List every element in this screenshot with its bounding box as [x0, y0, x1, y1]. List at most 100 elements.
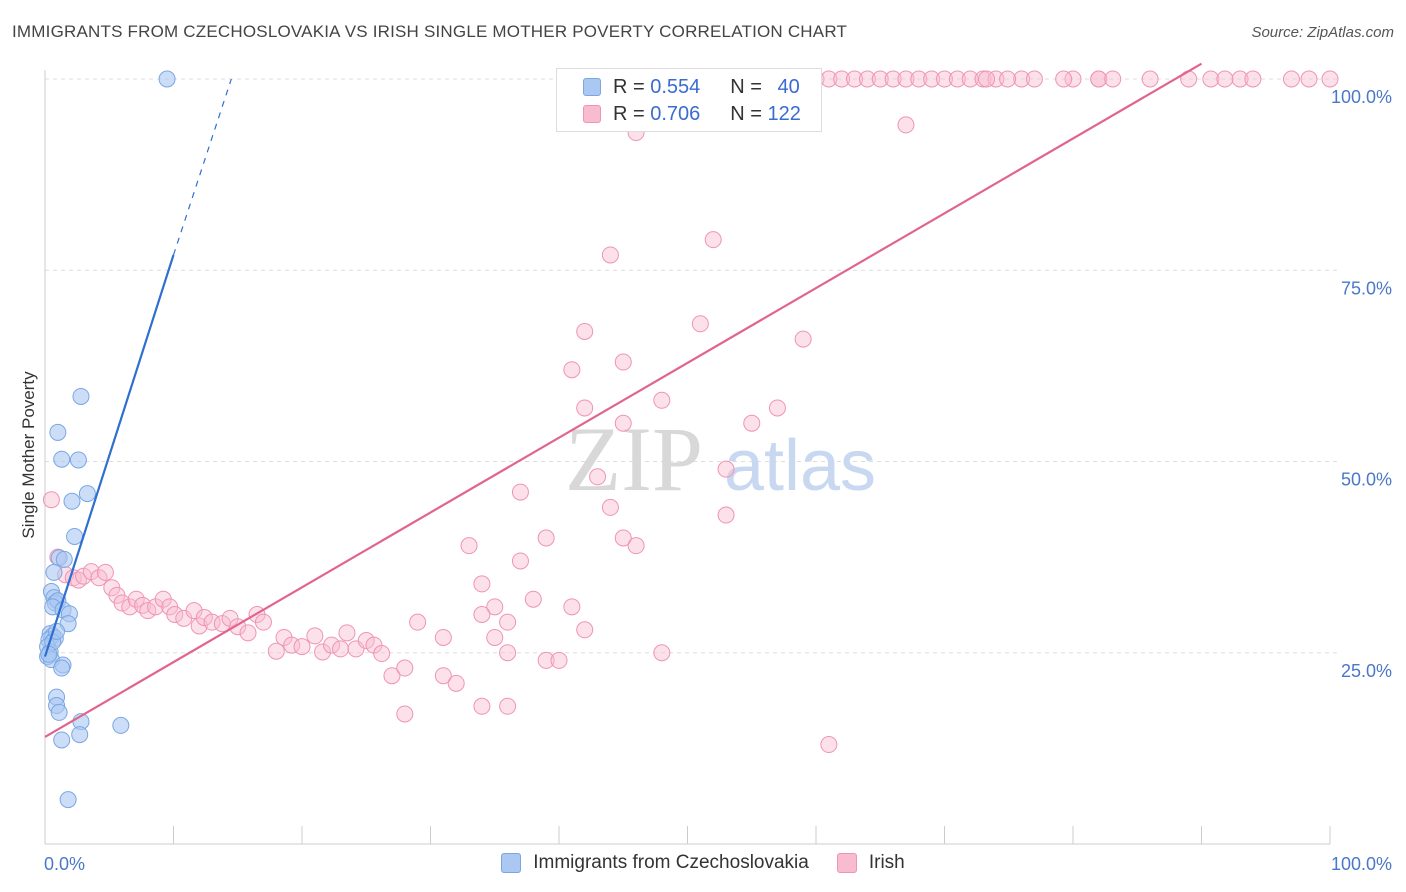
- watermark-atlas: atlas: [724, 426, 876, 506]
- irish-point: [486, 598, 504, 616]
- irish-point: [923, 70, 941, 88]
- irish-point: [614, 414, 632, 432]
- irish-point: [550, 651, 568, 669]
- irish-point: [743, 414, 761, 432]
- irish-point: [499, 613, 517, 631]
- czechoslovakia-points: [39, 70, 176, 809]
- irish-point: [190, 617, 208, 635]
- chart-title: IMMIGRANTS FROM CZECHOSLOVAKIA VS IRISH …: [12, 22, 848, 41]
- irish-point: [884, 70, 902, 88]
- irish-point: [134, 596, 152, 614]
- irish-point: [409, 613, 427, 631]
- irish-point: [434, 667, 452, 685]
- legend-n-value-1: 40: [777, 75, 800, 98]
- irish-point: [1104, 70, 1122, 88]
- legend-n-label: N =: [730, 102, 768, 125]
- legend-label-irish: Irish: [868, 852, 905, 873]
- irish-point: [113, 594, 131, 612]
- y-tick-label: 75.0%: [1341, 278, 1392, 298]
- x-tick-label-min: 0.0%: [44, 854, 85, 874]
- irish-point: [999, 70, 1017, 88]
- irish-point: [511, 483, 529, 501]
- irish-point: [314, 643, 332, 661]
- irish-point: [96, 563, 114, 581]
- irish-point: [576, 621, 594, 639]
- czechoslovakia-point: [40, 645, 58, 663]
- irish-point: [948, 70, 966, 88]
- irish-point: [717, 460, 735, 478]
- czechoslovakia-point: [45, 563, 63, 581]
- czechoslovakia-trend-extension: [172, 78, 232, 256]
- irish-point: [653, 644, 671, 662]
- irish-point: [473, 606, 491, 623]
- irish-point: [601, 246, 619, 264]
- czechoslovakia-point: [112, 716, 130, 734]
- y-tick-label: 25.0%: [1341, 661, 1392, 681]
- legend-swatch-pink: [836, 853, 857, 873]
- legend-item-czechoslovakia: Immigrants from Czechoslovakia: [501, 852, 809, 874]
- irish-point: [717, 506, 735, 524]
- czechoslovakia-point: [66, 527, 84, 545]
- irish-point: [1064, 70, 1082, 88]
- irish-point: [871, 70, 889, 88]
- irish-point: [537, 651, 555, 669]
- x-tick-labels: 0.0% 100.0%: [44, 854, 1392, 874]
- irish-point: [434, 628, 452, 646]
- legend-row-irish: R = 0.706 N = 122: [583, 101, 801, 127]
- czechoslovakia-point: [53, 731, 71, 749]
- irish-point: [338, 624, 356, 642]
- irish-point: [1025, 70, 1043, 88]
- trend-lines: [43, 62, 1203, 738]
- irish-point: [820, 736, 838, 754]
- y-tick-label: 50.0%: [1341, 470, 1392, 490]
- irish-point: [323, 636, 341, 654]
- czechoslovakia-point: [49, 423, 67, 441]
- irish-point: [978, 70, 996, 88]
- irish-point: [1231, 70, 1249, 88]
- irish-point: [293, 638, 311, 656]
- irish-point: [974, 70, 992, 88]
- czechoslovakia-point: [63, 492, 81, 510]
- irish-point: [267, 642, 285, 660]
- irish-point: [601, 498, 619, 516]
- irish-point: [139, 602, 157, 620]
- irish-point: [768, 399, 786, 417]
- irish-point: [691, 315, 709, 333]
- irish-point: [897, 116, 915, 134]
- irish-point: [306, 627, 324, 645]
- irish-point: [846, 70, 864, 88]
- irish-point: [936, 70, 953, 88]
- y-tick-label: 100.0%: [1331, 87, 1392, 107]
- legend-r-value-2: 0.706: [650, 102, 701, 125]
- irish-point: [1244, 70, 1262, 88]
- irish-point: [563, 598, 581, 616]
- y-axis-title: Single Mother Poverty: [19, 371, 38, 539]
- series-legend: Immigrants from Czechoslovakia Irish: [0, 852, 1406, 874]
- irish-point: [511, 552, 529, 570]
- watermark: ZIP atlas: [565, 408, 876, 510]
- legend-r-value-1: 0.554: [650, 75, 701, 98]
- irish-point: [794, 330, 812, 348]
- irish-point: [563, 361, 581, 379]
- irish-point: [833, 70, 851, 88]
- irish-point: [486, 628, 504, 646]
- irish-point: [1321, 70, 1339, 88]
- legend-n-label: N =: [730, 75, 768, 98]
- legend-r-label: R =: [613, 75, 651, 98]
- irish-point: [1202, 70, 1220, 88]
- irish-point: [1013, 70, 1031, 88]
- irish-point: [1090, 70, 1108, 88]
- irish-point: [127, 590, 145, 608]
- irish-point: [614, 353, 632, 371]
- czechoslovakia-trend-line: [43, 254, 175, 657]
- y-tick-labels: 25.0% 50.0% 75.0% 100.0%: [1331, 87, 1392, 681]
- irish-point: [447, 674, 465, 692]
- irish-point: [1300, 70, 1318, 88]
- legend-label-czechoslovakia: Immigrants from Czechoslovakia: [533, 852, 809, 873]
- irish-point: [589, 468, 607, 486]
- legend-swatch-blue: [501, 853, 522, 873]
- irish-point: [373, 645, 391, 663]
- irish-point: [524, 590, 542, 608]
- irish-point: [1055, 70, 1073, 88]
- legend-swatch-blue: [583, 78, 601, 96]
